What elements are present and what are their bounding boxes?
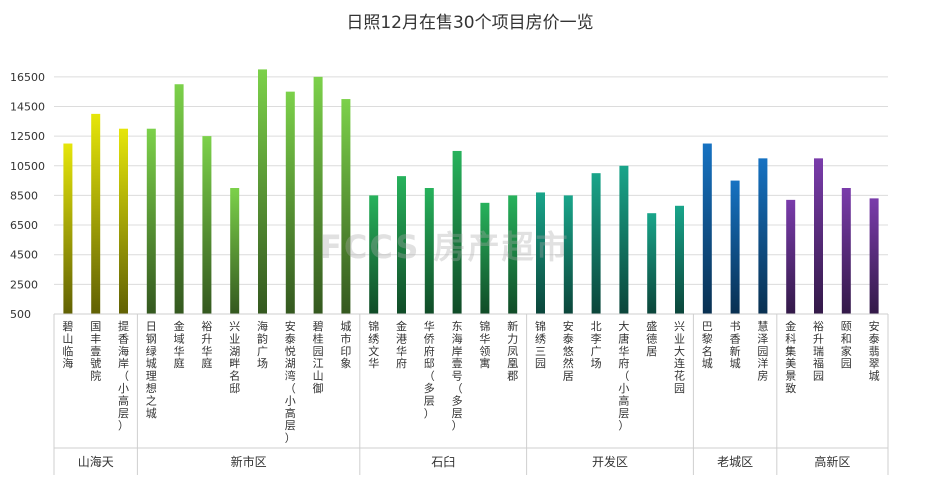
- x-tick-label: 金域华庭: [174, 319, 185, 370]
- bar: [146, 128, 156, 314]
- y-tick-label: 12500: [10, 130, 45, 143]
- bar: [675, 205, 684, 314]
- x-tick-label: 兴业大连花园: [674, 320, 685, 395]
- bar: [591, 173, 601, 314]
- bar: [369, 195, 379, 314]
- x-tick-label: 慧泽园洋房: [757, 319, 768, 383]
- y-tick-label: 500: [10, 308, 31, 321]
- bar: [258, 69, 267, 314]
- bar: [174, 84, 184, 314]
- bar: [341, 99, 351, 314]
- x-tick-label: 东海岸壹号（多层）: [452, 320, 463, 432]
- bar: [647, 213, 657, 314]
- x-tick-label: 书香新城: [730, 320, 741, 370]
- x-tick-label: 安泰翡翠城: [869, 319, 880, 383]
- x-tick-label: 金科集美景致: [785, 319, 796, 395]
- bar: [230, 188, 240, 314]
- group-label: 山海天: [78, 454, 114, 469]
- x-tick-label: 碧山临海: [62, 320, 73, 370]
- x-tick-label: 国丰壹號院: [90, 320, 101, 383]
- bar: [702, 143, 712, 314]
- bar: [424, 188, 434, 314]
- x-tick-label: 兴业湖畔名邸: [229, 320, 240, 395]
- y-tick-label: 2500: [10, 278, 38, 291]
- bar: [91, 113, 101, 314]
- y-tick-label: 4500: [10, 249, 38, 262]
- x-tick-label: 锦绣三园: [535, 319, 546, 370]
- x-tick-label: 安泰悠然居: [563, 319, 574, 383]
- y-tick-label: 16500: [10, 71, 45, 84]
- bar: [508, 195, 518, 314]
- x-tick-label: 华侨府邸（多层）: [424, 319, 435, 420]
- y-tick-label: 8500: [10, 189, 38, 202]
- watermark: FCCS 房产超市: [320, 228, 570, 266]
- x-tick-label: 海韵广场: [257, 319, 268, 370]
- bar: [313, 76, 323, 314]
- x-tick-label: 锦绣文华: [368, 319, 379, 370]
- x-tick-label: 锦华领寓: [479, 319, 490, 370]
- bar: [536, 192, 545, 314]
- group-label: 新市区: [231, 454, 267, 469]
- bar: [786, 199, 796, 314]
- x-tick-label: 新力凤凰郡: [507, 319, 518, 383]
- x-tick-label: 颐和家园: [841, 320, 852, 370]
- group-label: 开发区: [592, 454, 628, 469]
- bar: [730, 180, 740, 314]
- x-tick-label: 盛德居: [646, 319, 657, 358]
- x-tick-label: 巴黎名城: [702, 320, 713, 370]
- bar: [480, 202, 490, 314]
- bar: [63, 143, 73, 314]
- group-label: 石臼: [431, 454, 455, 469]
- bar: [758, 158, 768, 314]
- y-tick-label: 6500: [10, 219, 38, 232]
- group-label: 高新区: [814, 454, 850, 469]
- x-tick-label: 碧桂园江山御: [313, 320, 324, 395]
- bar: [285, 91, 295, 314]
- x-tick-label: 日钢绿城理想之城: [146, 320, 157, 420]
- x-tick-label: 裕升瑞福园: [813, 320, 824, 383]
- bar: [563, 195, 573, 314]
- x-tick-label: 安泰悦湖湾（小高层）: [285, 319, 296, 445]
- x-tick-label: 城市印象: [340, 320, 351, 370]
- bar: [841, 188, 851, 314]
- x-tick-label: 大唐华府（小高层）: [618, 319, 629, 432]
- bar: [452, 150, 462, 314]
- bar: [202, 136, 212, 314]
- x-tick-label: 裕升华庭: [201, 320, 212, 370]
- x-tick-label: 提香海岸（小高层）: [118, 320, 129, 432]
- x-tick-label: 金港华府: [396, 319, 407, 370]
- bar: [869, 198, 879, 314]
- chart-title: 日照12月在售30个项目房价一览: [346, 13, 594, 33]
- bar: [397, 176, 406, 314]
- y-tick-label: 14500: [10, 100, 45, 113]
- group-label: 老城区: [717, 455, 753, 469]
- x-tick-label: 北李广场: [591, 320, 602, 370]
- bar: [119, 128, 128, 314]
- bar: [619, 165, 629, 314]
- y-tick-label: 10500: [10, 160, 45, 173]
- bar: [814, 158, 823, 314]
